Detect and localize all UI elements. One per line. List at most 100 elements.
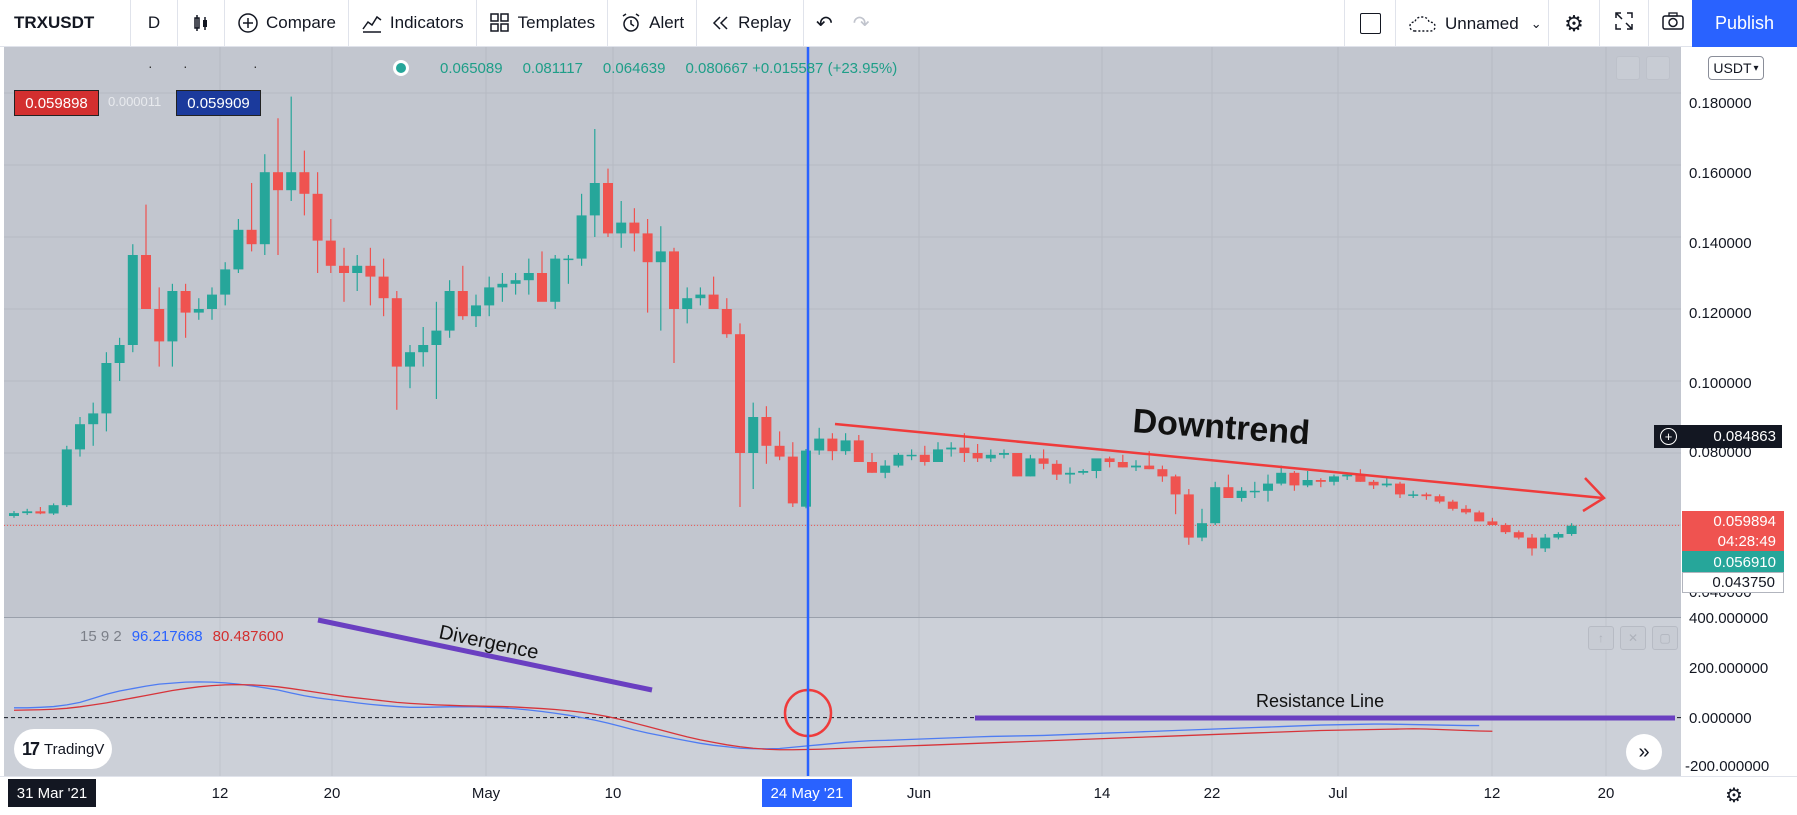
cloud-icon [1408, 14, 1438, 34]
symbol-label: TRXUSDT [14, 13, 95, 32]
osc-tick: -200.000000 [1685, 758, 1770, 775]
time-tick: 20 [1597, 785, 1615, 802]
time-cursor: 24 May '21 [770, 784, 844, 802]
legend-high: 0.081117 [522, 60, 583, 77]
last-price-tag: 0.059894 [1682, 511, 1784, 532]
close-pane-button[interactable]: ✕ [1620, 626, 1646, 650]
white-price: 0.043750 [1712, 574, 1775, 591]
pane-button[interactable] [1646, 56, 1670, 80]
chart-type-button[interactable] [178, 0, 224, 47]
divider [696, 0, 698, 47]
maximize-pane-button[interactable]: ▢ [1652, 626, 1678, 650]
legend-close: 0.080667 [685, 60, 749, 77]
gear-icon: ⚙ [1725, 785, 1743, 807]
axis-settings-button[interactable]: ⚙ [1725, 783, 1743, 808]
compare-label: Compare [266, 13, 336, 32]
legend-change: +0.015587 (+23.95%) [752, 60, 898, 77]
alert-label: Alert [649, 13, 685, 32]
time-tick: 12 [1483, 785, 1501, 802]
bid-value: 0.059898 [25, 94, 88, 112]
indicators-label: Indicators [389, 13, 464, 32]
time-tick: 22 [1203, 785, 1221, 802]
countdown-tag: 04:28:49 [1682, 531, 1784, 551]
last-price: 0.059894 [1713, 513, 1776, 530]
plus-icon[interactable]: + [1660, 428, 1677, 445]
redo-icon: ↷ [852, 12, 870, 35]
status-dot-icon [393, 60, 409, 76]
price-axis[interactable] [1681, 47, 1797, 776]
price-tick: 0.140000 [1689, 235, 1752, 252]
snapshot-button[interactable] [1649, 0, 1697, 47]
green-price-tag: 0.056910 [1682, 551, 1784, 573]
ask-value: 0.059909 [187, 94, 250, 112]
osc-value-blue: 96.217668 [131, 628, 203, 645]
osc-tick: 400.000000 [1689, 610, 1769, 627]
alert-button[interactable]: Alert [608, 0, 696, 47]
settings-button[interactable]: ⚙ [1549, 0, 1599, 47]
divider [347, 0, 349, 47]
osc-pane-controls: ↑ ✕ ▢ [1588, 626, 1678, 650]
time-tick: 14 [1093, 785, 1111, 802]
maximize-icon: ▢ [1659, 631, 1671, 645]
ohlc-legend: 0.065089 0.081117 0.064639 0.080667 +0.0… [440, 60, 897, 77]
legend-low: 0.064639 [602, 60, 666, 77]
indicators-button[interactable]: Indicators [349, 0, 476, 47]
templates-button[interactable]: Templates [477, 0, 607, 47]
move-up-button[interactable]: ↑ [1588, 626, 1614, 650]
divider [1599, 0, 1600, 47]
divider [607, 0, 609, 47]
divider [475, 0, 477, 47]
divider [1395, 0, 1396, 47]
osc-params: 15 9 2 [80, 628, 122, 645]
logo-text: TradingV [44, 740, 105, 758]
undo-button[interactable]: ↶ [804, 0, 843, 47]
tradingview-logo[interactable]: 17 TradingV [14, 729, 112, 769]
replay-button[interactable]: Replay [697, 0, 803, 47]
currency-selector[interactable]: USDT ▾ [1708, 56, 1764, 80]
interval-button[interactable]: D [131, 0, 177, 47]
divider [224, 0, 225, 47]
time-tick: Jun [906, 785, 932, 802]
buy-price-button[interactable]: 0.059909 [176, 90, 261, 116]
redo-button[interactable]: ↷ [843, 0, 880, 47]
pane-separator[interactable] [4, 617, 1681, 618]
fullscreen-button[interactable] [1600, 0, 1648, 47]
camera-icon [1661, 11, 1685, 36]
time-tick: 20 [323, 785, 341, 802]
legend-dot: · [253, 58, 258, 74]
layout-toggle-button[interactable] [1345, 0, 1395, 47]
symbol-search-button[interactable]: TRXUSDT [0, 0, 130, 47]
undo-icon: ↶ [816, 12, 833, 35]
osc-tick: 200.000000 [1689, 660, 1769, 677]
oscillator-legend[interactable]: 15 9 2 96.217668 80.487600 [80, 628, 284, 645]
pane-button[interactable] [1616, 56, 1640, 80]
cursor-price-tag[interactable]: +0.084863 [1654, 425, 1782, 448]
compare-button[interactable]: Compare [225, 0, 348, 47]
price-tick: 0.120000 [1689, 305, 1752, 322]
time-axis[interactable] [0, 776, 1797, 815]
price-tick: 0.100000 [1689, 375, 1752, 392]
arrow-up-icon: ↑ [1598, 631, 1604, 645]
top-toolbar: TRXUSDT D Compare Indicators Templates A… [0, 0, 1797, 47]
indicators-icon [361, 12, 383, 34]
sell-price-button[interactable]: 0.059898 [14, 90, 99, 116]
chevron-down-icon: ⌄ [1530, 15, 1542, 31]
cursor-price: 0.084863 [1713, 428, 1776, 445]
price-pane[interactable] [4, 47, 1681, 617]
fullscreen-icon [1614, 11, 1634, 36]
legend-open: 0.065089 [440, 60, 503, 77]
osc-tick: 0.000000 [1689, 710, 1752, 727]
publish-button[interactable]: Publish [1692, 0, 1797, 47]
interval-label: D [147, 13, 161, 32]
chevron-down-icon: ▾ [1753, 62, 1759, 74]
scroll-to-realtime-button[interactable]: » [1626, 734, 1662, 770]
rewind-icon [709, 12, 731, 34]
layout-name-button[interactable]: Unnamed ⌄ [1396, 0, 1548, 47]
left-border [0, 47, 4, 776]
divider [177, 0, 178, 47]
divider [130, 0, 131, 47]
close-icon: ✕ [1627, 631, 1639, 645]
divider [1344, 0, 1345, 47]
candles-icon [191, 13, 211, 33]
osc-value-red: 80.487600 [212, 628, 284, 645]
